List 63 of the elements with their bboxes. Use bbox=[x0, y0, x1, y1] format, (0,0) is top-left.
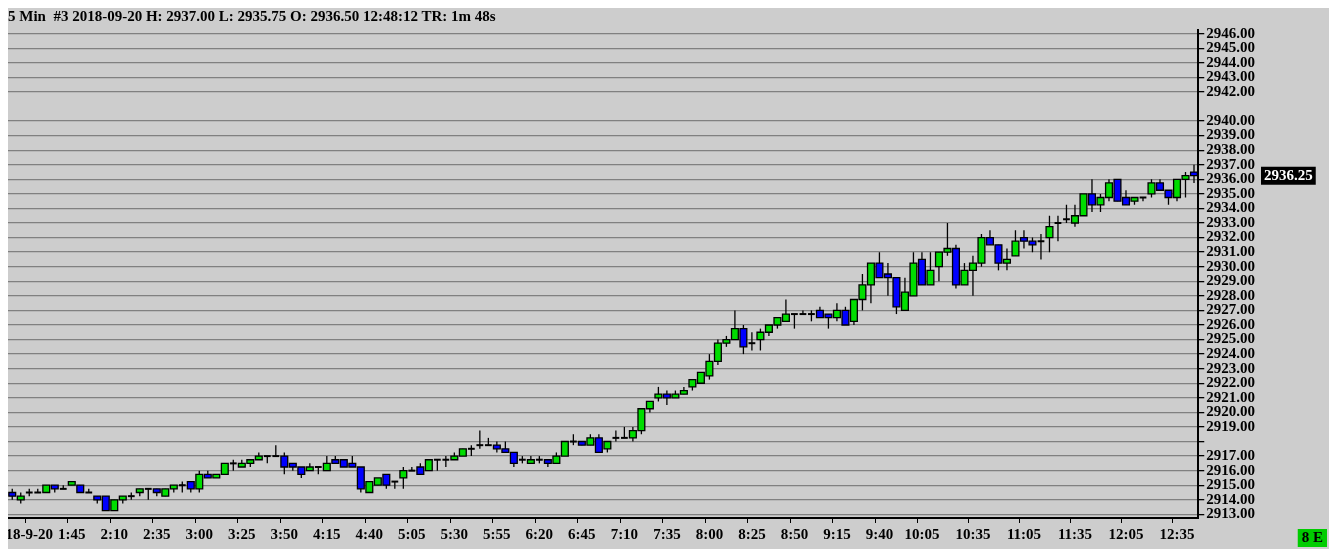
x-tick-label: 5:05 bbox=[398, 525, 426, 542]
candlestick bbox=[612, 429, 620, 443]
y-tick-label: 2917.00 bbox=[1206, 446, 1255, 463]
x-tick-label: 5:30 bbox=[440, 525, 469, 542]
x-tick-label: 3:50 bbox=[270, 525, 299, 542]
y-tick-label: 2920.00 bbox=[1206, 403, 1255, 420]
y-tick-label: 2914.00 bbox=[1206, 490, 1255, 507]
y-tick-label: 2938.00 bbox=[1206, 141, 1255, 158]
y-tick-label: 2928.00 bbox=[1206, 286, 1255, 303]
x-tick-label: 2:35 bbox=[143, 525, 171, 542]
y-tick-label: 2946.00 bbox=[1206, 24, 1255, 41]
y-tick-label: 2924.00 bbox=[1206, 344, 1255, 361]
y-tick-label: 2942.00 bbox=[1206, 82, 1255, 99]
y-tick-label: 2913.00 bbox=[1206, 505, 1255, 522]
y-tick-label: 2939.00 bbox=[1206, 126, 1255, 143]
y-tick-label: 2934.00 bbox=[1206, 199, 1255, 216]
x-tick-label: 11:35 bbox=[1057, 525, 1093, 542]
y-tick-label: 2927.00 bbox=[1206, 301, 1255, 318]
x-tick-label: 3:25 bbox=[228, 525, 256, 542]
y-tick-label: 2935.00 bbox=[1206, 184, 1255, 201]
x-tick-label: 8:00 bbox=[695, 525, 724, 542]
y-tick-label: 2921.00 bbox=[1206, 388, 1255, 405]
y-tick-label: 2931.00 bbox=[1206, 243, 1255, 260]
y-tick-label: 2944.00 bbox=[1206, 53, 1255, 70]
text: 2936.25 bbox=[1264, 166, 1313, 183]
x-tick-label: 4:15 bbox=[313, 525, 341, 542]
x-tick-label: 10:35 bbox=[955, 525, 991, 542]
y-tick-label: 2943.00 bbox=[1206, 68, 1255, 85]
y-tick-label: 2929.00 bbox=[1206, 272, 1255, 289]
x-tick-label: 7:10 bbox=[610, 525, 639, 542]
x-tick-label: 6:20 bbox=[525, 525, 554, 542]
y-tick-label: 2940.00 bbox=[1206, 111, 1255, 128]
y-tick-label: 2915.00 bbox=[1206, 476, 1255, 493]
y-tick-label: 2937.00 bbox=[1206, 155, 1255, 172]
y-tick-label: 2923.00 bbox=[1206, 359, 1255, 376]
x-tick-label: 9:40 bbox=[865, 525, 894, 542]
y-tick-label: 2945.00 bbox=[1206, 39, 1255, 56]
x-tick-label: 6:45 bbox=[568, 525, 596, 542]
y-tick-label: 2919.00 bbox=[1206, 417, 1255, 434]
x-tick-label: 12:35 bbox=[1159, 525, 1195, 542]
text: 8 E bbox=[1301, 528, 1324, 545]
x-tick-label: 2:10 bbox=[100, 525, 129, 542]
x-tick-label: 8:50 bbox=[780, 525, 809, 542]
x-tick-label: 9:15 bbox=[823, 525, 851, 542]
x-tick-label: 5:55 bbox=[483, 525, 511, 542]
y-tick-label: 2932.00 bbox=[1206, 228, 1255, 245]
y-tick-label: 2936.00 bbox=[1206, 170, 1255, 187]
candlestick bbox=[476, 429, 484, 450]
y-tick-label: 2925.00 bbox=[1206, 330, 1255, 347]
x-tick-label: 8:25 bbox=[738, 525, 766, 542]
x-tick-label: 10:05 bbox=[904, 525, 940, 542]
y-tick-label: 2930.00 bbox=[1206, 257, 1255, 274]
x-tick-label: 11:05 bbox=[1006, 525, 1042, 542]
x-tick-label: 12:05 bbox=[1108, 525, 1144, 542]
x-tick-label: 7:35 bbox=[653, 525, 681, 542]
chart-title: 5 Min #3 2018-09-20 H: 2937.00 L: 2935.75 O: 2936.50 12:48:12 TR: 1m 48s bbox=[8, 7, 496, 24]
y-tick-label: 2926.00 bbox=[1206, 315, 1255, 332]
y-tick-label: 2922.00 bbox=[1206, 374, 1255, 391]
x-tick-label: 1:45 bbox=[58, 525, 86, 542]
y-tick-label: 2933.00 bbox=[1206, 213, 1255, 230]
y-tick-label: 2916.00 bbox=[1206, 461, 1255, 478]
x-tick-label: 3:00 bbox=[185, 525, 214, 542]
x-tick-label: 4:40 bbox=[355, 525, 384, 542]
